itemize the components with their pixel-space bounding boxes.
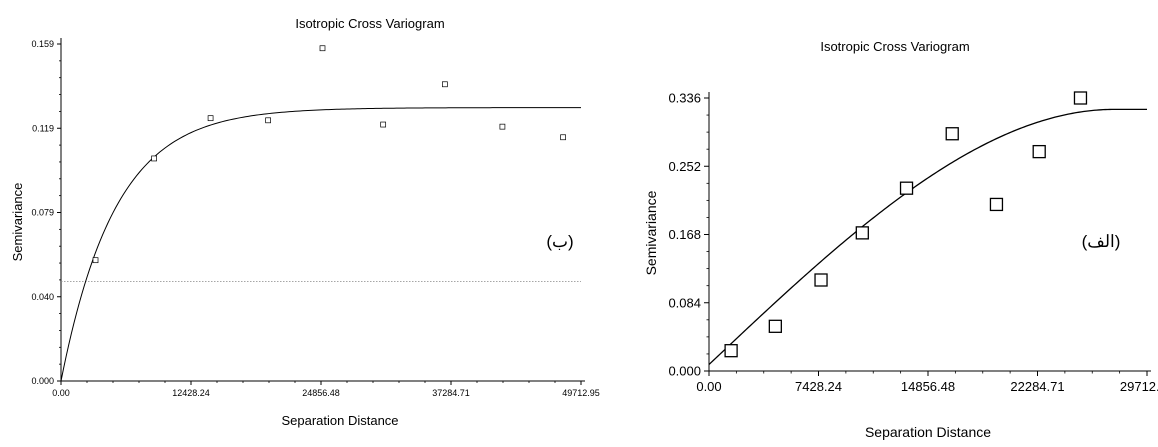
chart-b-y-tick-label: 0.079: [31, 208, 54, 218]
chart-alef-data-point: [899, 181, 914, 195]
chart-alef-y-tick-label: 0.336: [668, 91, 701, 106]
chart-alef-x-tick-label: 14856.48: [901, 379, 955, 394]
chart-b-ylabel: Semivariance: [10, 183, 25, 262]
chart-alef-title: Isotropic Cross Variogram: [820, 39, 969, 54]
chart-b-title: Isotropic Cross Variogram: [295, 16, 444, 31]
chart-alef-model-curve: [708, 108, 1147, 365]
chart-b-panel-label: (ب): [546, 232, 573, 251]
chart-alef-data-point: [724, 344, 738, 358]
chart-alef-data-point: [1032, 144, 1046, 159]
chart-b-y-tick-label: 0.000: [31, 376, 54, 386]
chart-b-x-tick-label: 24856.48: [302, 388, 340, 398]
chart-b-data-point: [319, 45, 326, 52]
chart-alef-x-tick-label: 22284.71: [1010, 379, 1064, 394]
chart-alef-y-tick-label: 0.168: [668, 227, 701, 242]
chart-alef-data-point: [768, 319, 782, 333]
chart-alef-x-tick-label: 29712.95: [1120, 379, 1158, 394]
chart-b-y-tick-label: 0.040: [31, 292, 54, 302]
chart-b-data-point: [442, 81, 448, 88]
chart-alef-ylabel: Semivariance: [643, 190, 659, 275]
chart-b-data-point: [265, 117, 271, 124]
chart-b-svg: Isotropic Cross Variogram Semivariance S…: [10, 16, 600, 428]
chart-panel-alef: Isotropic Cross Variogram Semivariance S…: [600, 0, 1158, 442]
chart-alef-data-point: [945, 127, 959, 141]
chart-alef-y-tick-label: 0.000: [668, 364, 701, 379]
chart-alef-y-tick-label: 0.252: [668, 159, 701, 174]
chart-alef-data-point: [989, 197, 1004, 212]
chart-alef-svg: Isotropic Cross Variogram Semivariance S…: [643, 39, 1158, 440]
chart-alef-data-point: [855, 226, 869, 240]
chart-alef-xlabel: Separation Distance: [865, 424, 991, 440]
chart-alef-data-point: [814, 273, 828, 287]
chart-b-y-tick-label: 0.159: [31, 39, 54, 49]
chart-alef-panel-label: (الف): [1082, 232, 1121, 251]
chart-b-x-tick-label: 0.00: [52, 388, 70, 398]
chart-alef-x-tick-label: 0.00: [696, 379, 721, 394]
chart-b-data-point: [380, 121, 387, 128]
chart-alef-plot-area: 0.000 0.084 0.168 0.252 0.336 0.00 7428.24 1485…: [668, 91, 1158, 394]
chart-alef-y-tick-label: 0.084: [668, 295, 701, 310]
chart-b-xlabel: Separation Distance: [281, 413, 398, 428]
chart-b-plot-area: 0.000 0.040 0.079 0.119 0.159 0.00 12428.24 248…: [31, 38, 600, 398]
chart-b-data-point: [151, 155, 157, 162]
chart-b-data-point: [207, 115, 214, 122]
chart-alef-x-tick-label: 7428.24: [795, 379, 842, 394]
chart-b-model-curve: [60, 107, 582, 382]
chart-b-x-tick-label: 37284.71: [432, 388, 470, 398]
chart-b-data-point: [499, 123, 506, 130]
chart-b-data-point: [560, 134, 566, 141]
chart-b-x-tick-label: 49712.95: [562, 388, 600, 398]
chart-panel-b: Isotropic Cross Variogram Semivariance S…: [10, 16, 600, 428]
chart-b-data-point: [92, 257, 99, 264]
chart-b-x-tick-label: 12428.24: [172, 388, 210, 398]
chart-b-y-tick-label: 0.119: [32, 123, 54, 133]
chart-alef-data-point: [1073, 91, 1088, 105]
